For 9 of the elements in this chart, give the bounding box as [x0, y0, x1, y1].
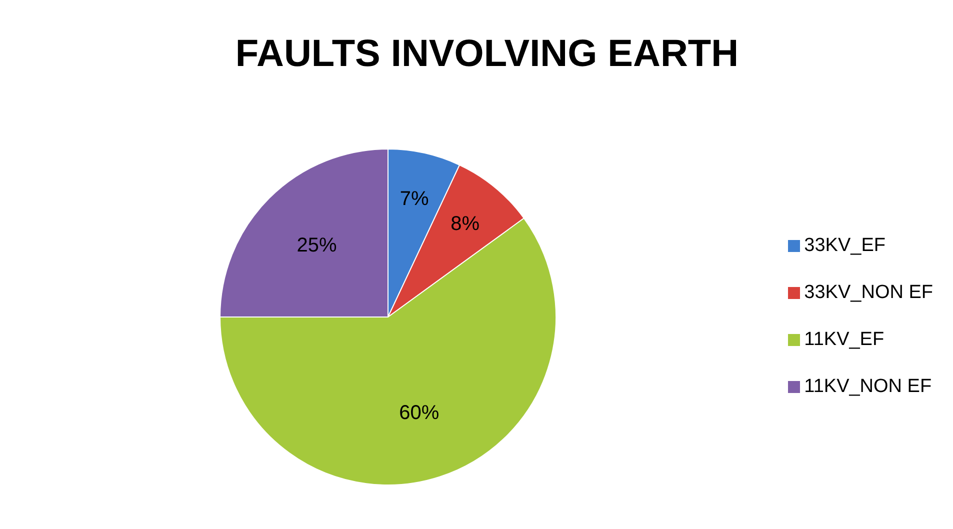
data-label: 7% — [400, 188, 430, 210]
data-label: 8% — [450, 212, 480, 235]
legend-label: 11KV_NON EF — [804, 376, 932, 398]
legend-label: 11KV_EF — [804, 328, 884, 350]
legend-label: 33KV_EF — [804, 234, 886, 256]
chart-title: FAULTS INVOLVING EARTH — [234, 33, 740, 76]
data-label: 25% — [296, 234, 337, 257]
data-label: 60% — [399, 402, 440, 424]
legend-label: 33KV_NON EF — [804, 282, 933, 304]
